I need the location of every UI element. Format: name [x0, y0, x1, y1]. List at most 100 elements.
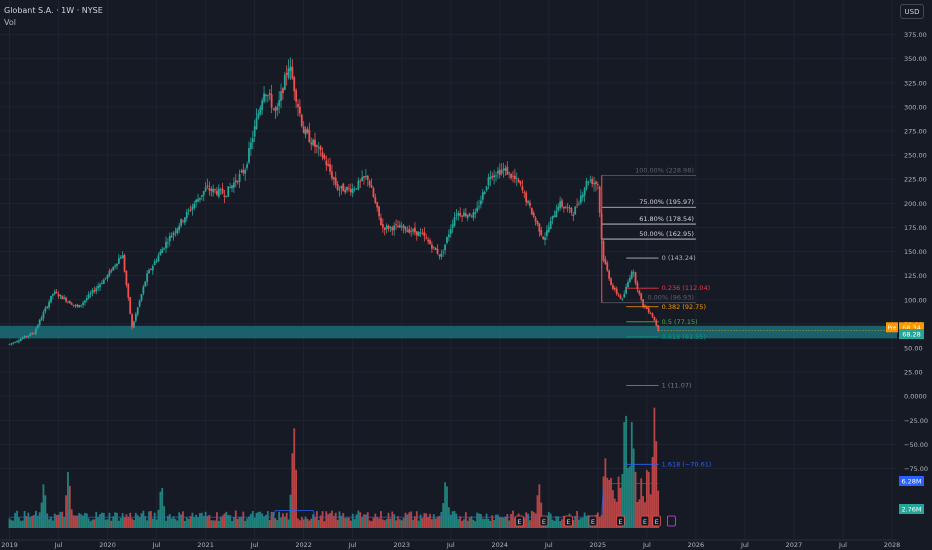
volume-bar	[348, 517, 350, 528]
volume-bar	[80, 514, 83, 528]
candle-body	[89, 293, 92, 295]
price-axis-tick-label: 375.00	[904, 31, 927, 39]
volume-bar	[40, 502, 43, 528]
volume-bar	[608, 479, 611, 528]
volume-bar	[14, 512, 17, 528]
volume-bar	[82, 515, 84, 528]
fib-level-label: 61.80% (178.54)	[639, 215, 694, 223]
currency-button[interactable]: USD	[900, 4, 924, 19]
volume-bar	[257, 511, 260, 528]
candle-body	[474, 212, 477, 214]
candle-body	[574, 206, 577, 215]
volume-bar	[651, 456, 654, 528]
volume-bar	[449, 514, 452, 528]
candle-body	[395, 224, 397, 226]
candle-body	[268, 93, 271, 96]
candle-body	[404, 226, 407, 231]
candle-body	[376, 202, 379, 208]
volume-bar	[59, 511, 62, 528]
fib-projection-label: 1.618 (−70.61)	[662, 460, 712, 468]
volume-bar	[23, 510, 26, 528]
candle-body	[240, 170, 243, 172]
candle-body	[455, 215, 458, 216]
candle-body	[46, 306, 49, 309]
time-axis: 2019 Jul 2020 Jul 2021 Jul 2022 Jul 2023 Jul 2024 J…	[0, 539, 900, 549]
candle-body	[587, 181, 590, 183]
candle-body	[410, 231, 413, 232]
candle-body	[70, 303, 73, 305]
candle-body	[461, 215, 463, 217]
candle-body	[436, 248, 439, 254]
candle-body	[487, 177, 490, 186]
volume-bar	[204, 511, 207, 528]
volume-bar	[523, 518, 526, 528]
volume-bar	[306, 518, 309, 528]
volume-bar	[485, 513, 488, 528]
time-axis-tick-label: 2023	[393, 541, 410, 549]
candle-body	[182, 220, 184, 222]
volume-bar	[78, 513, 81, 528]
volume-bar	[99, 514, 101, 528]
volume-bar	[182, 511, 184, 528]
volume-bar	[304, 516, 307, 528]
candle-body	[42, 312, 45, 319]
candle-body	[246, 164, 248, 168]
volume-bar	[280, 517, 282, 528]
candle-body	[232, 182, 235, 188]
volume-bar	[323, 521, 326, 528]
candle-body	[604, 259, 607, 265]
candle-body	[187, 210, 190, 211]
candle-body	[321, 152, 324, 158]
candle-body	[583, 188, 586, 196]
candle-body	[557, 206, 560, 211]
candle-body	[180, 218, 182, 226]
volume-bar	[349, 520, 352, 528]
candle-body	[59, 295, 62, 297]
volume-bar	[496, 514, 499, 528]
earnings-label: E	[655, 518, 659, 526]
volume-bar	[398, 519, 401, 528]
candle-body	[14, 342, 17, 344]
volume-bar	[161, 488, 164, 528]
time-axis-tick-label: 2022	[295, 541, 312, 549]
candle-body	[331, 171, 333, 179]
candle-body	[581, 194, 584, 198]
candle-body	[170, 235, 173, 238]
candle-body	[78, 305, 81, 308]
volume-bar	[310, 518, 313, 528]
candle-body	[530, 207, 533, 215]
volume-indicator-label[interactable]: Vol	[4, 18, 16, 27]
volume-bar	[95, 511, 98, 528]
volume-bar	[419, 514, 422, 528]
candle-body	[82, 302, 84, 305]
candle-body	[323, 155, 326, 159]
candle-body	[425, 237, 428, 239]
candle-body	[449, 229, 452, 234]
candle-body	[628, 277, 631, 282]
upcoming-earnings-marker	[666, 515, 676, 527]
volume-bar	[325, 511, 328, 528]
volume-bar	[270, 511, 273, 528]
volume-bars	[8, 407, 660, 528]
candle-body	[529, 202, 531, 206]
candle-body	[340, 185, 343, 189]
volume-moving-average	[9, 482, 659, 518]
candle-body	[314, 139, 316, 147]
candle-body	[349, 188, 352, 193]
candle-body	[125, 271, 128, 285]
fib-projection-label: 0.236 (112.04)	[662, 284, 711, 292]
candle-body	[27, 335, 30, 337]
candle-body	[615, 288, 618, 294]
candle-body	[200, 195, 203, 197]
candle-body	[304, 129, 307, 135]
volume-bar	[85, 513, 88, 528]
volume-bar	[436, 516, 439, 528]
volume-bar	[346, 517, 348, 528]
candle-body	[610, 278, 612, 285]
candle-body	[649, 313, 652, 314]
volume-bar	[295, 469, 298, 528]
candle-body	[372, 188, 375, 198]
fib-projection-label: 0.5 (77.15)	[662, 318, 698, 326]
